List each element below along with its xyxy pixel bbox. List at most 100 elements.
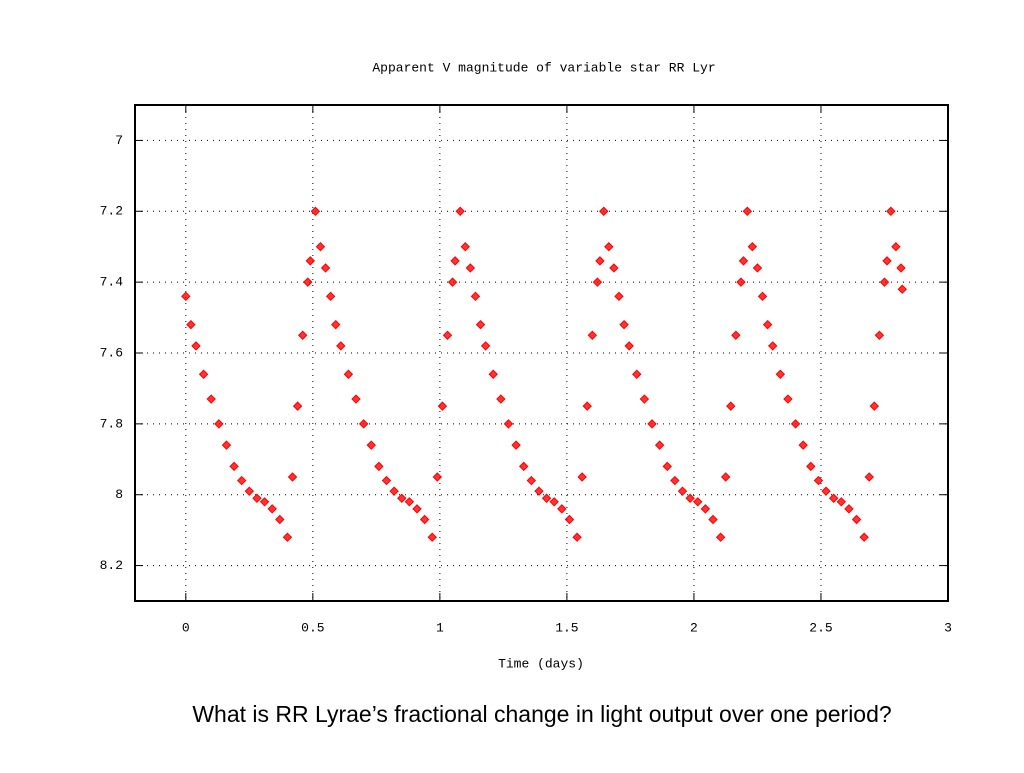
x-tick-label: 2.5: [809, 620, 832, 635]
data-point: [282, 532, 293, 542]
data-point: [325, 291, 336, 302]
data-point: [419, 514, 430, 525]
x-tick-label: 2: [690, 620, 698, 635]
data-point: [267, 504, 277, 514]
data-point: [619, 319, 629, 330]
data-point: [752, 263, 763, 273]
chart-title: Apparent V magnitude of variable star RR…: [372, 60, 715, 75]
data-point: [526, 475, 537, 486]
data-point: [821, 486, 831, 496]
data-point: [343, 369, 354, 379]
data-point: [181, 291, 191, 302]
data-point: [738, 256, 749, 266]
points: [181, 206, 907, 542]
data-point: [592, 277, 603, 287]
data-point: [851, 514, 862, 525]
data-point: [381, 475, 392, 486]
data-point: [305, 256, 316, 266]
data-point: [221, 440, 232, 450]
data-point: [662, 461, 672, 472]
y-tick-label: 7.4: [100, 275, 124, 290]
data-point: [292, 401, 303, 411]
data-point: [303, 277, 313, 287]
data-point: [191, 341, 201, 351]
data-point: [310, 206, 321, 216]
caption: What is RR Lyrae’s fractional change in …: [192, 701, 891, 727]
x-tick-label: 1: [436, 620, 444, 635]
x-tick-label: 0.5: [301, 620, 324, 635]
data-point: [236, 475, 247, 486]
data-point: [465, 263, 476, 273]
data-point: [715, 532, 726, 542]
data-point: [511, 440, 521, 450]
y-tick-label: 7.6: [100, 345, 123, 360]
data-point: [427, 532, 437, 542]
data-point: [599, 206, 609, 216]
data-point: [798, 440, 808, 450]
data-point: [859, 532, 869, 542]
data-point: [731, 330, 741, 340]
data-point: [336, 341, 346, 351]
data-point: [767, 341, 778, 351]
data-point: [366, 440, 376, 450]
y-tick-label: 7: [115, 133, 123, 148]
x-tick-label: 1.5: [555, 620, 578, 635]
data-point: [595, 256, 605, 266]
data-point: [397, 493, 407, 503]
data-point: [582, 401, 592, 411]
data-point: [412, 504, 422, 514]
data-point: [609, 263, 619, 273]
data-point: [762, 319, 773, 330]
data-point: [869, 401, 880, 411]
data-point: [442, 330, 453, 340]
data-point: [677, 486, 688, 496]
data-point: [813, 475, 824, 486]
data-point: [389, 486, 399, 496]
data-point: [287, 472, 298, 482]
data-point: [331, 319, 341, 330]
data-point: [654, 440, 665, 450]
data-point: [670, 475, 680, 486]
x-tick-label: 3: [944, 620, 952, 635]
data-point: [447, 277, 458, 287]
y-tick-label: 7.2: [100, 204, 123, 219]
data-point: [549, 497, 559, 507]
data-point: [315, 242, 326, 252]
data-point: [844, 504, 854, 514]
data-point: [874, 330, 885, 340]
data-point: [480, 341, 491, 351]
data-point: [470, 291, 481, 302]
data-point: [742, 206, 752, 216]
data-point: [747, 242, 758, 252]
x-tick-label: 0: [182, 620, 190, 635]
data-point: [720, 472, 731, 482]
data-point: [790, 419, 801, 429]
data-point: [244, 486, 255, 496]
data-point: [708, 514, 718, 525]
data-point: [519, 461, 529, 472]
data-point: [475, 319, 486, 330]
data-point: [632, 369, 642, 379]
data-point: [886, 206, 896, 216]
data-point: [297, 330, 308, 340]
data-point: [685, 493, 695, 503]
data-point: [534, 486, 544, 496]
data-point: [897, 284, 907, 294]
data-point: [828, 493, 839, 503]
data-point: [726, 401, 736, 411]
data-point: [757, 291, 768, 302]
data-point: [252, 493, 262, 503]
data-point: [572, 532, 582, 542]
y-tick-label: 8.2: [100, 558, 123, 573]
data-point: [557, 504, 567, 514]
data-point: [783, 394, 793, 404]
data-point: [404, 497, 415, 507]
data-point: [460, 242, 470, 252]
data-point: [275, 514, 285, 525]
y-tick-label: 8: [115, 487, 123, 502]
data-point: [186, 319, 196, 330]
data-point: [259, 497, 270, 507]
x-axis-label: Time (days): [498, 656, 584, 671]
plot-frame: [134, 104, 949, 602]
